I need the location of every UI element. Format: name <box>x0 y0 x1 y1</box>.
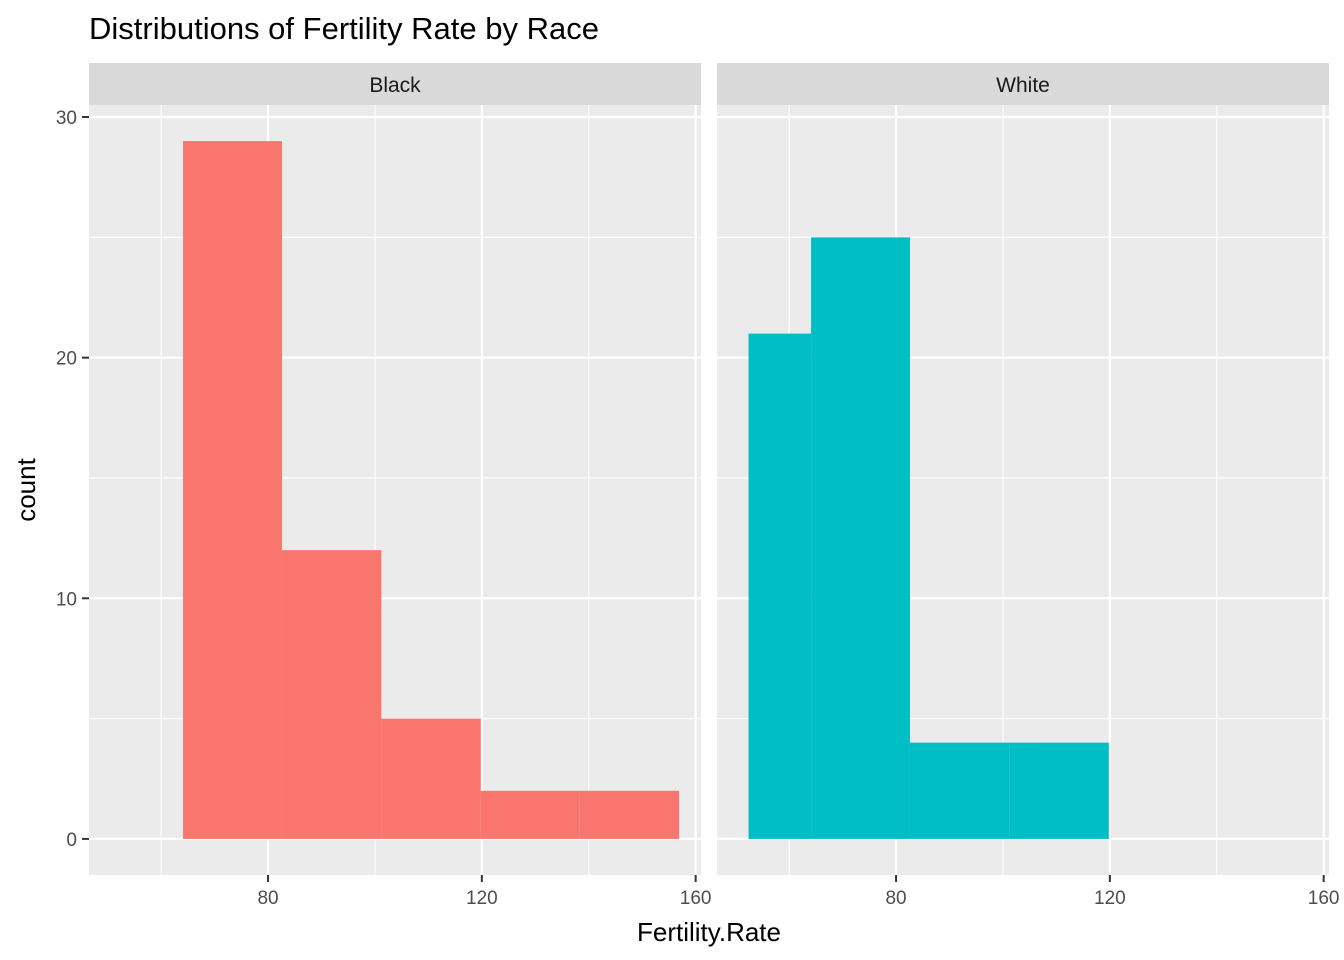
y-tick-label: 10 <box>56 589 77 610</box>
facet-strip <box>717 63 1329 105</box>
x-tick-label: 160 <box>680 888 712 909</box>
histogram-bar <box>748 333 812 839</box>
chart-title: Distributions of Fertility Rate by Race <box>89 11 599 46</box>
facet-strip <box>89 63 701 105</box>
x-tick-label: 120 <box>1094 888 1126 909</box>
histogram-bar <box>381 718 481 839</box>
histogram-bar <box>579 790 680 839</box>
x-tick-label: 80 <box>885 888 906 909</box>
x-tick-label: 80 <box>257 888 278 909</box>
histogram-bar <box>480 790 580 839</box>
facet-strip-label: White <box>996 74 1050 97</box>
facet-panels: Black 80 120 160 White 80 120 160 <box>89 63 1340 909</box>
histogram-bar <box>811 237 910 839</box>
y-axis: 0 10 20 30 <box>56 108 89 851</box>
x-tick-label: 160 <box>1308 888 1340 909</box>
x-axis-title: Fertility.Rate <box>637 917 781 947</box>
x-tick-label: 120 <box>466 888 498 909</box>
histogram-bar <box>183 141 282 839</box>
facet-panel-black: Black 80 120 160 <box>89 63 712 909</box>
y-tick-label: 0 <box>66 830 77 851</box>
y-tick-label: 30 <box>56 108 77 129</box>
histogram-bar <box>1009 742 1109 839</box>
histogram-bar <box>281 550 382 839</box>
y-axis-title: count <box>11 457 41 521</box>
facet-strip-label: Black <box>369 74 421 97</box>
histogram-bar <box>909 742 1010 839</box>
facet-panel-white: White 80 120 160 <box>717 63 1340 909</box>
y-tick-label: 20 <box>56 349 77 370</box>
